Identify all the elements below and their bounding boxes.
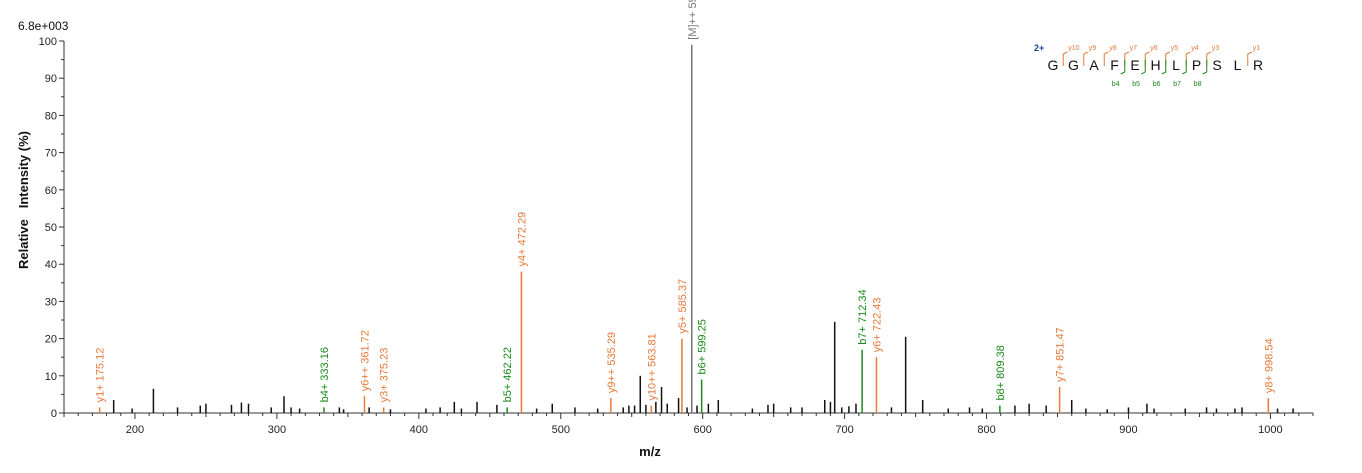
y-cleavage-mark (1083, 51, 1088, 66)
peak-label: b7+ 712.34 (857, 289, 869, 344)
b-cleavage-mark (1120, 60, 1126, 75)
b-ion-mark: b8 (1194, 81, 1202, 88)
y-tick-label: 70 (45, 148, 57, 160)
y-ion-mark: y8 (1109, 45, 1117, 52)
y-tick-label: 60 (45, 185, 57, 197)
peak-label: y4+ 472.29 (516, 212, 528, 267)
y-tick-label: 0 (51, 408, 57, 420)
b-cleavage-mark (1182, 60, 1187, 75)
axes-group: 0 10 20 30 40 50 60 70 80 90 100 200 300 400 500 600 700… (39, 36, 1314, 436)
peak-label: y10++ 563.81 (646, 333, 658, 400)
peaks-group (98, 44, 1294, 413)
y-cleavage-mark (1247, 51, 1252, 66)
peak-label: y9++ 535.29 (606, 332, 618, 393)
residue: R (1253, 57, 1263, 73)
y-cleavage-mark (1103, 51, 1109, 66)
x-tick-label: 300 (268, 424, 286, 436)
peak-labels-group: y1+ 175.12 b4+ 333.16 y6++ 361.72 y3+ 375.2… (95, 0, 1276, 402)
y-tick-label: 20 (45, 334, 57, 346)
residue: F (1110, 57, 1119, 73)
y-cleavage-mark (1165, 51, 1170, 66)
residue: S (1212, 57, 1221, 73)
b-cleavage-mark (1161, 60, 1167, 75)
residue: G (1068, 57, 1079, 73)
y-cleavage-mark (1206, 51, 1211, 66)
b-ion-mark: b6 (1153, 81, 1161, 88)
y-tick-label: 80 (45, 110, 57, 122)
y-ion-mark: y1 (1253, 45, 1261, 52)
y-cleavage-mark (1144, 51, 1150, 66)
y-cleavage-mark (1124, 51, 1129, 66)
x-tick-label: 400 (410, 424, 428, 436)
y-ion-mark: y9 (1089, 45, 1097, 52)
residue: P (1192, 57, 1201, 73)
residue: L (1234, 57, 1242, 73)
residue: G (1048, 57, 1059, 73)
peak-label: b8+ 809.38 (995, 345, 1007, 400)
b-cleavage-mark (1141, 60, 1146, 75)
charge-state: 2+ (1034, 43, 1044, 53)
y-ion-mark: y3 (1212, 45, 1220, 52)
y-tick-label: 50 (45, 222, 57, 234)
residue: L (1172, 57, 1180, 73)
x-tick-label: 500 (552, 424, 570, 436)
y-ion-mark: y6 (1150, 45, 1158, 52)
b-cleavage-mark (1202, 60, 1208, 75)
x-tick-label: 1000 (1258, 424, 1282, 436)
residue: H (1150, 57, 1160, 73)
peak-label: y3+ 375.23 (379, 348, 391, 403)
b-ion-mark: b7 (1173, 81, 1181, 88)
peak-label: y5+ 585.37 (677, 279, 689, 334)
residue: A (1089, 57, 1099, 73)
peak-label: y1+ 175.12 (95, 348, 107, 403)
x-tick-label: 900 (1119, 424, 1137, 436)
peak-label: [M]++ 592.31 (687, 0, 699, 40)
x-tick-label: 800 (977, 424, 995, 436)
x-tick-label: 700 (835, 424, 853, 436)
peak-label: y7+ 851.47 (1055, 327, 1067, 382)
b-ion-mark: b5 (1132, 81, 1140, 88)
y-cleavage-mark (1185, 51, 1191, 66)
y-tick-label: 10 (45, 371, 57, 383)
intensity-scale-label: 6.8e+003 (18, 19, 69, 33)
peak-label: b5+ 462.22 (502, 347, 514, 402)
y-tick-label: 40 (45, 259, 57, 271)
y-cleavage-mark (1062, 51, 1068, 66)
peak-label: y6+ 722.43 (871, 297, 883, 352)
peak-label: b4+ 333.16 (319, 347, 331, 402)
peak-label: b6+ 599.25 (697, 319, 709, 374)
y-ion-mark: y7 (1130, 45, 1138, 52)
y-tick-label: 100 (39, 36, 57, 48)
y-ion-mark: y5 (1171, 45, 1179, 52)
b-ion-mark: b4 (1112, 81, 1120, 88)
x-tick-label: 600 (694, 424, 712, 436)
y-ion-mark: y10 (1068, 45, 1079, 52)
y-tick-label: 90 (45, 73, 57, 85)
peak-label: y6++ 361.72 (359, 330, 371, 391)
y-axis-title: Relative Intensity (%) (16, 131, 31, 269)
x-tick-label: 200 (126, 424, 144, 436)
y-tick-label: 30 (45, 296, 57, 308)
peak-label: y8+ 998.54 (1263, 338, 1275, 393)
y-ion-mark: y4 (1191, 45, 1199, 52)
residue: E (1130, 57, 1139, 73)
x-axis-title: m/z (639, 444, 661, 459)
